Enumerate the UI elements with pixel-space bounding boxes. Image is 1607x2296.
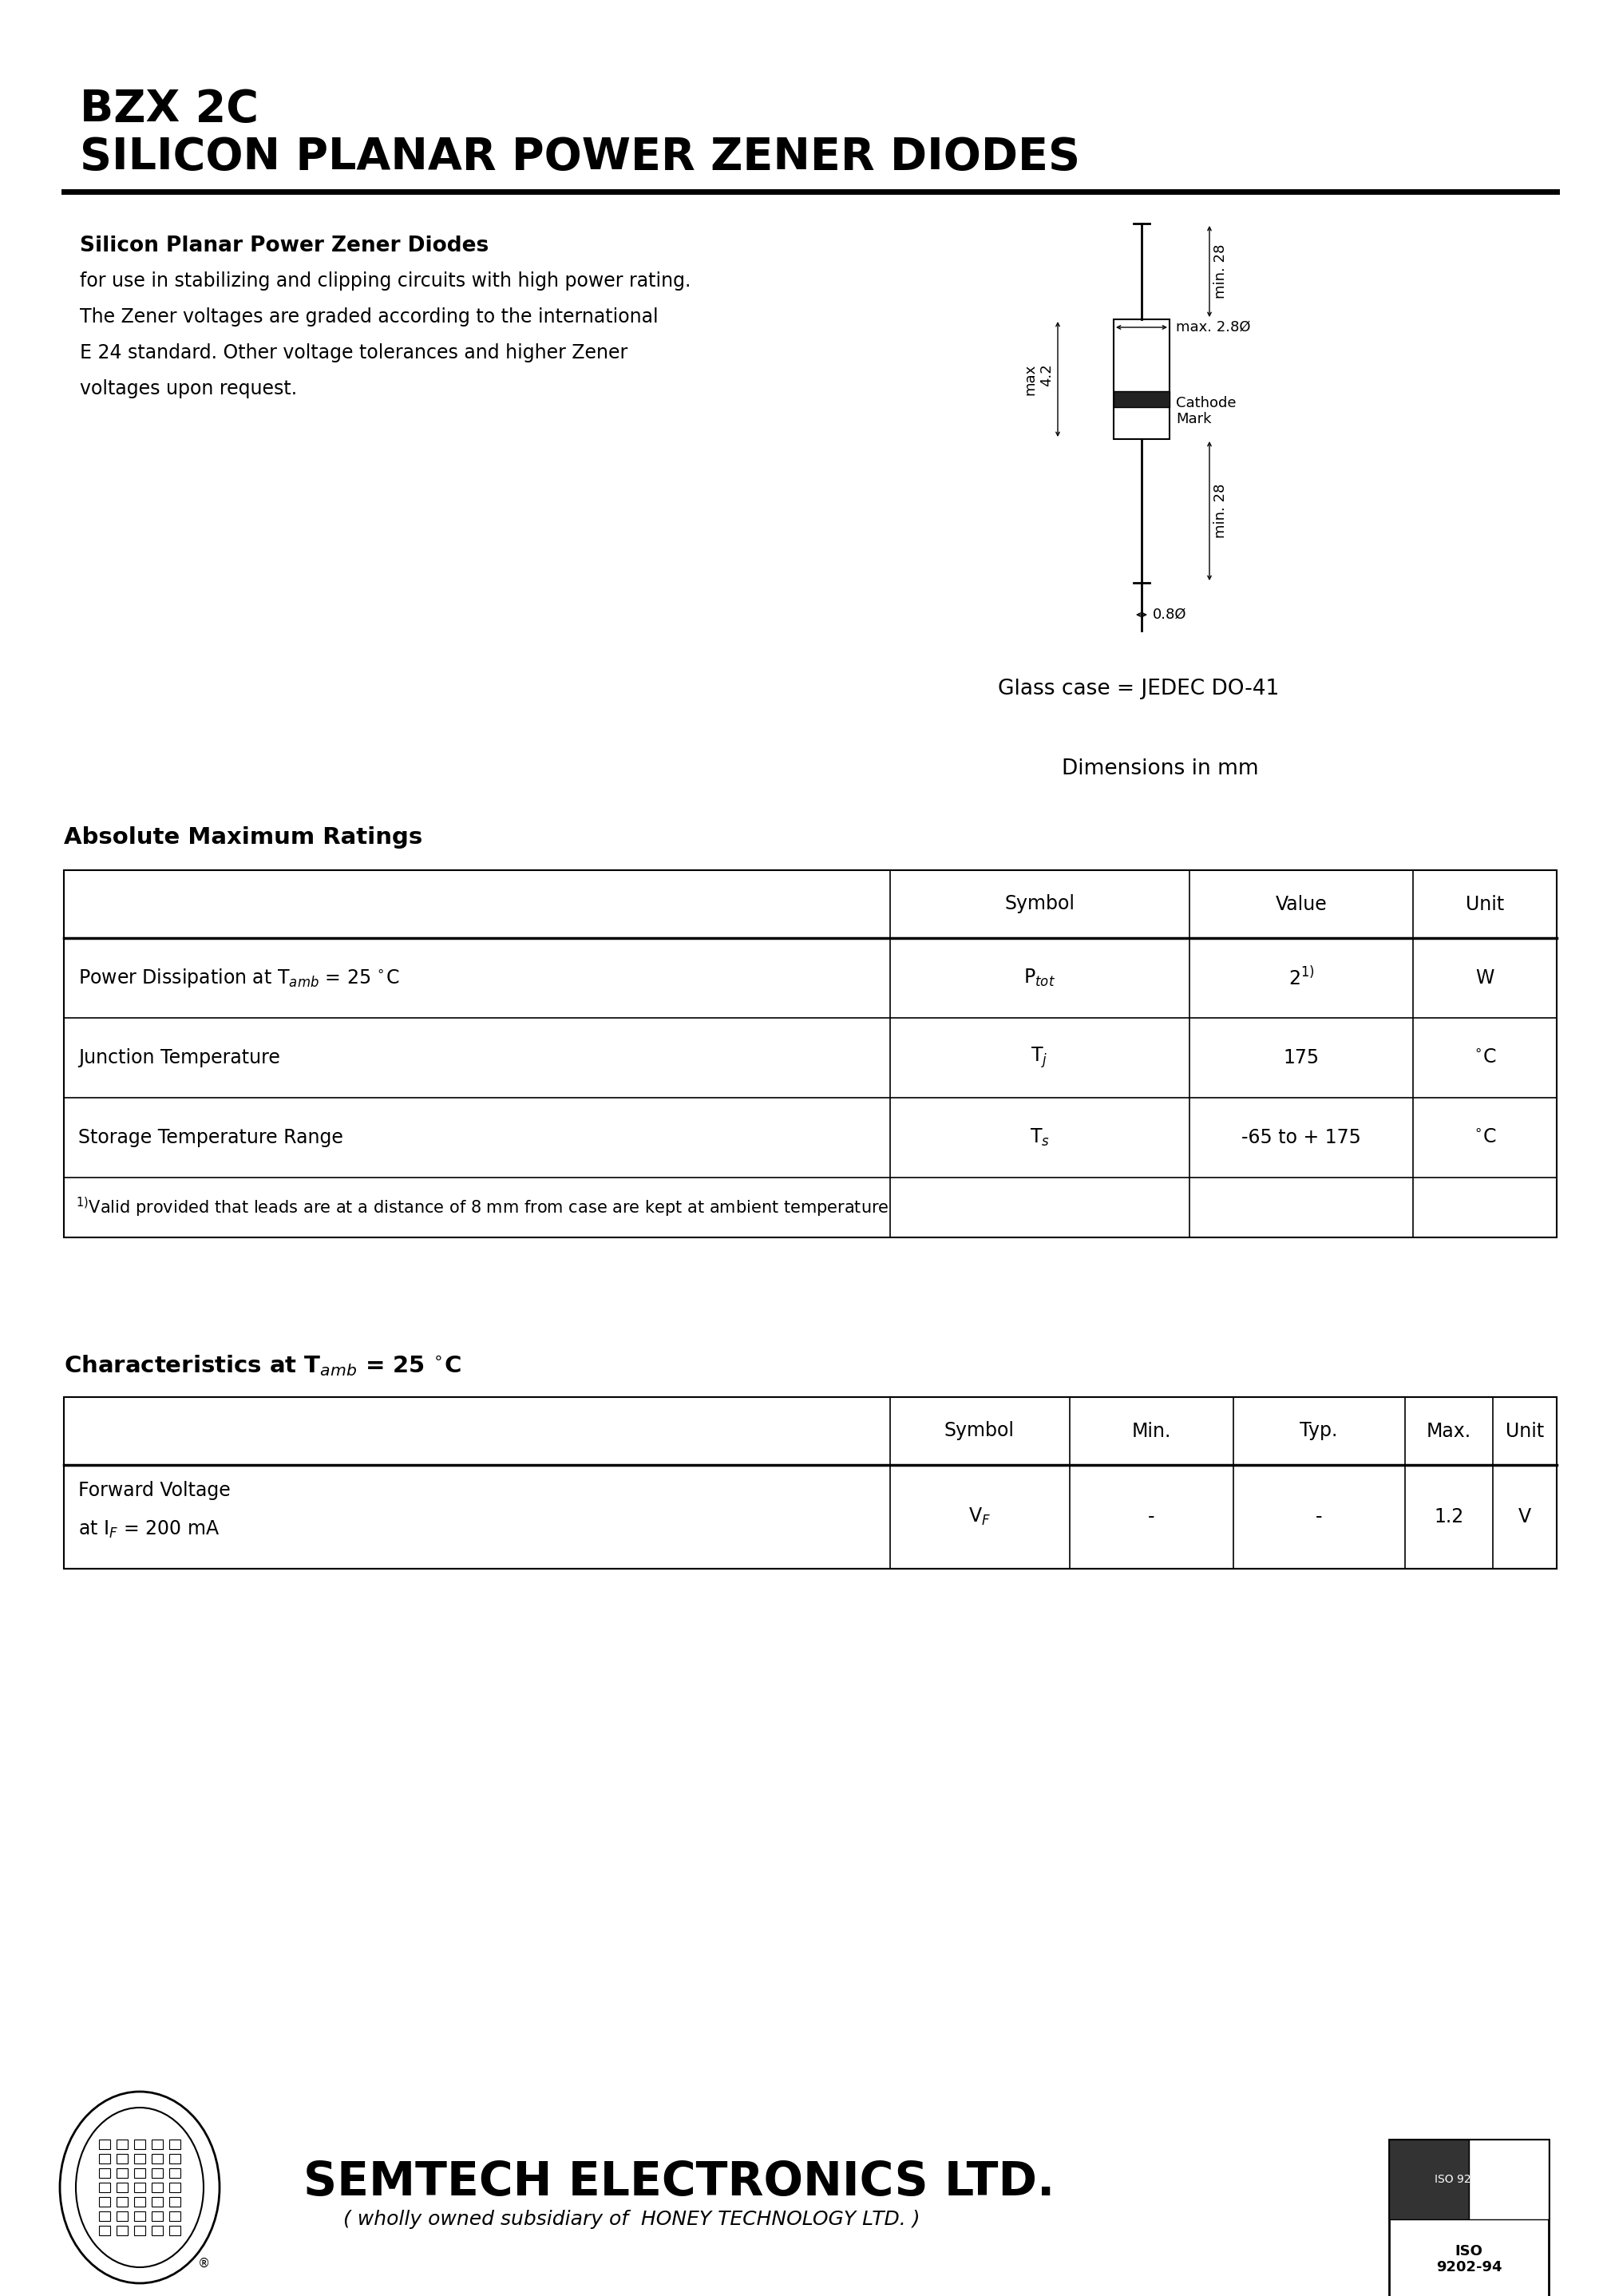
Text: at I$_{F}$ = 200 mA: at I$_{F}$ = 200 mA bbox=[79, 1520, 220, 1541]
Bar bbox=[117, 2197, 127, 2206]
Bar bbox=[151, 2154, 162, 2163]
Bar bbox=[151, 2183, 162, 2193]
Text: min. 28: min. 28 bbox=[1213, 484, 1228, 537]
Bar bbox=[169, 2154, 180, 2163]
Bar bbox=[64, 1396, 1557, 1568]
Bar bbox=[151, 2197, 162, 2206]
Bar bbox=[117, 2183, 127, 2193]
Text: 2$^{1)}$: 2$^{1)}$ bbox=[1289, 967, 1315, 990]
Text: T$_{j}$: T$_{j}$ bbox=[1032, 1045, 1048, 1070]
Bar bbox=[169, 2167, 180, 2179]
Bar bbox=[151, 2167, 162, 2179]
Bar bbox=[117, 2167, 127, 2179]
Text: max. 2.8Ø: max. 2.8Ø bbox=[1176, 319, 1250, 335]
Bar bbox=[133, 2154, 145, 2163]
Bar bbox=[100, 2167, 111, 2179]
Bar bbox=[169, 2183, 180, 2193]
Text: Silicon Planar Power Zener Diodes: Silicon Planar Power Zener Diodes bbox=[80, 236, 489, 257]
Text: Forward Voltage: Forward Voltage bbox=[79, 1481, 230, 1499]
Bar bbox=[1469, 2140, 1549, 2220]
Bar bbox=[1388, 2140, 1469, 2220]
Text: Symbol: Symbol bbox=[945, 1421, 1014, 1440]
Text: The Zener voltages are graded according to the international: The Zener voltages are graded according … bbox=[80, 308, 659, 326]
Bar bbox=[100, 2211, 111, 2220]
Text: 1.2: 1.2 bbox=[1433, 1506, 1464, 1527]
Bar bbox=[117, 2225, 127, 2236]
Text: SILICON PLANAR POWER ZENER DIODES: SILICON PLANAR POWER ZENER DIODES bbox=[80, 135, 1080, 179]
Bar bbox=[117, 2140, 127, 2149]
Bar bbox=[133, 2225, 145, 2236]
Text: Absolute Maximum Ratings: Absolute Maximum Ratings bbox=[64, 827, 423, 850]
Text: Glass case = JEDEC DO-41: Glass case = JEDEC DO-41 bbox=[998, 680, 1279, 700]
Text: -65 to + 175: -65 to + 175 bbox=[1242, 1127, 1361, 1148]
Text: -: - bbox=[1147, 1506, 1154, 1527]
Bar bbox=[1114, 319, 1170, 439]
Text: P$_{tot}$: P$_{tot}$ bbox=[1024, 967, 1056, 987]
Bar bbox=[169, 2211, 180, 2220]
Text: Value: Value bbox=[1276, 895, 1327, 914]
Bar bbox=[1388, 2140, 1549, 2296]
Text: $^{1)}$Valid provided that leads are at a distance of 8 mm from case are kept at: $^{1)}$Valid provided that leads are at … bbox=[76, 1196, 889, 1219]
Text: -: - bbox=[1316, 1506, 1323, 1527]
Text: 0.8Ø: 0.8Ø bbox=[1152, 608, 1186, 622]
Text: 175: 175 bbox=[1284, 1049, 1319, 1068]
Bar bbox=[133, 2167, 145, 2179]
Bar bbox=[133, 2183, 145, 2193]
Bar bbox=[151, 2140, 162, 2149]
Bar bbox=[169, 2140, 180, 2149]
Bar bbox=[133, 2197, 145, 2206]
Text: ®: ® bbox=[198, 2257, 209, 2268]
Text: V$_{F}$: V$_{F}$ bbox=[969, 1506, 992, 1527]
Ellipse shape bbox=[76, 2108, 204, 2266]
Text: V: V bbox=[1519, 1506, 1531, 1527]
Text: min. 28: min. 28 bbox=[1213, 243, 1228, 298]
Text: Typ.: Typ. bbox=[1300, 1421, 1337, 1440]
Text: Max.: Max. bbox=[1427, 1421, 1472, 1440]
Text: ( wholly owned subsidiary of  HONEY TECHNOLOGY LTD. ): ( wholly owned subsidiary of HONEY TECHN… bbox=[344, 2209, 921, 2229]
Bar bbox=[117, 2211, 127, 2220]
Text: Min.: Min. bbox=[1131, 1421, 1172, 1440]
Bar bbox=[133, 2140, 145, 2149]
Bar bbox=[169, 2225, 180, 2236]
Text: ISO 9202-94: ISO 9202-94 bbox=[1435, 2174, 1503, 2186]
Text: $^{\circ}$C: $^{\circ}$C bbox=[1474, 1049, 1496, 1068]
Bar bbox=[133, 2211, 145, 2220]
Bar bbox=[64, 870, 1557, 1238]
Text: E 24 standard. Other voltage tolerances and higher Zener: E 24 standard. Other voltage tolerances … bbox=[80, 344, 628, 363]
Text: BZX 2C: BZX 2C bbox=[80, 87, 259, 131]
Text: Symbol: Symbol bbox=[1004, 895, 1075, 914]
Bar bbox=[151, 2211, 162, 2220]
Bar bbox=[169, 2197, 180, 2206]
Bar bbox=[100, 2183, 111, 2193]
Text: Power Dissipation at T$_{amb}$ = 25 $^{\circ}$C: Power Dissipation at T$_{amb}$ = 25 $^{\… bbox=[79, 967, 400, 990]
Text: Cathode
Mark: Cathode Mark bbox=[1176, 395, 1236, 427]
Bar bbox=[151, 2225, 162, 2236]
Text: Unit: Unit bbox=[1466, 895, 1504, 914]
Bar bbox=[117, 2154, 127, 2163]
Text: for use in stabilizing and clipping circuits with high power rating.: for use in stabilizing and clipping circ… bbox=[80, 271, 691, 292]
Ellipse shape bbox=[59, 2092, 220, 2282]
Text: SEMTECH ELECTRONICS LTD.: SEMTECH ELECTRONICS LTD. bbox=[304, 2161, 1054, 2204]
Text: T$_{s}$: T$_{s}$ bbox=[1030, 1127, 1049, 1148]
Text: Unit: Unit bbox=[1506, 1421, 1544, 1440]
Bar bbox=[100, 2225, 111, 2236]
Text: $^{\circ}$C: $^{\circ}$C bbox=[1474, 1127, 1496, 1148]
Text: Junction Temperature: Junction Temperature bbox=[79, 1049, 280, 1068]
Bar bbox=[1114, 390, 1170, 406]
Text: W: W bbox=[1475, 969, 1495, 987]
Text: ISO
9202-94: ISO 9202-94 bbox=[1437, 2243, 1503, 2275]
Text: max
4.2: max 4.2 bbox=[1022, 363, 1054, 395]
Text: voltages upon request.: voltages upon request. bbox=[80, 379, 297, 400]
Bar bbox=[100, 2140, 111, 2149]
Bar bbox=[100, 2154, 111, 2163]
Text: Dimensions in mm: Dimensions in mm bbox=[1062, 758, 1258, 778]
Bar bbox=[100, 2197, 111, 2206]
Text: Storage Temperature Range: Storage Temperature Range bbox=[79, 1127, 344, 1148]
Text: Characteristics at T$_{amb}$ = 25 $^{\circ}$C: Characteristics at T$_{amb}$ = 25 $^{\ci… bbox=[64, 1352, 461, 1378]
